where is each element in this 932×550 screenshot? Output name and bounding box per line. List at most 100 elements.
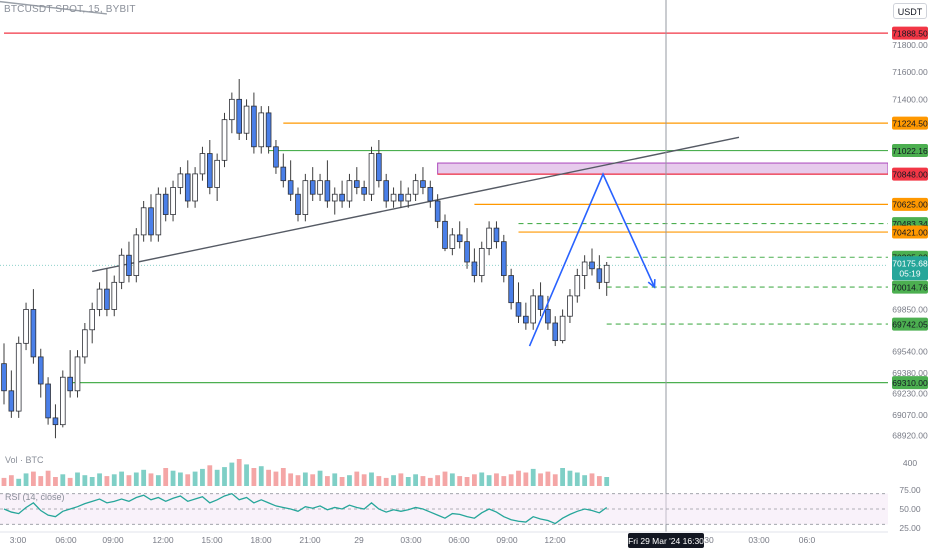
candle-body <box>331 193 338 202</box>
volume-bar <box>449 473 455 486</box>
x-tick-label: 29 <box>354 535 364 545</box>
x-tick-label: 30 <box>704 535 714 545</box>
last-price-countdown: 05:19 <box>899 268 921 278</box>
volume-bar <box>104 476 110 486</box>
symbol-title: BTCUSDT SPOT, 15, BYBIT <box>4 4 136 15</box>
rsi-tick-label: 25.00 <box>899 523 921 533</box>
volume-bar <box>67 477 73 486</box>
candle-body <box>339 193 345 202</box>
supply-zone <box>437 162 889 175</box>
volume-bar <box>266 469 271 486</box>
candle-body <box>530 295 536 324</box>
volume-bar <box>214 469 220 486</box>
candle-body <box>508 275 514 304</box>
volume-bar <box>523 472 529 486</box>
candle-body <box>1 363 7 392</box>
x-tick-label: 03:00 <box>400 535 422 545</box>
x-tick-label: 06:00 <box>55 535 77 545</box>
volume-bar <box>155 475 161 486</box>
volume-bar <box>530 468 536 486</box>
volume-bar <box>582 475 588 486</box>
candle-body <box>420 180 426 188</box>
candle-body <box>184 173 191 202</box>
candle-body <box>361 187 367 195</box>
volume-bar <box>405 477 411 486</box>
volume-indicator-label[interactable]: Vol · BTC <box>5 455 44 465</box>
currency-button[interactable]: USDT <box>893 3 927 19</box>
candle-body <box>317 180 323 195</box>
candle-body <box>155 193 162 236</box>
volume-bar <box>596 476 602 486</box>
volume-bar <box>8 475 14 486</box>
volume-bar <box>82 475 88 486</box>
volume-bar <box>332 473 338 486</box>
volume-bar <box>545 471 551 486</box>
volume-bar <box>273 471 279 486</box>
candle-body <box>199 153 206 175</box>
candle-body <box>67 376 73 392</box>
volume-bar <box>427 477 433 486</box>
rsi-indicator-label[interactable]: RSI (14, close) <box>5 492 65 502</box>
volume-bar <box>567 470 573 486</box>
candle-body <box>464 241 470 263</box>
y-tick-label: 69070.00 <box>892 410 928 420</box>
price-level-tag <box>892 317 928 331</box>
candle-body <box>567 295 573 317</box>
y-tick-label: 68920.00 <box>892 431 928 441</box>
volume-bar <box>31 471 36 486</box>
price-level-label: 70014.76 <box>892 282 928 292</box>
price-level-tag <box>892 280 928 294</box>
volume-bar <box>435 475 441 486</box>
volume-bar <box>207 465 213 486</box>
candle-body <box>192 173 198 202</box>
price-level-label: 70421.00 <box>892 227 928 237</box>
volume-bar <box>604 477 610 486</box>
volume-bar <box>494 473 499 486</box>
volume-bar <box>508 474 514 486</box>
volume-bar <box>457 476 463 486</box>
candle-body <box>23 309 29 344</box>
volume-bar <box>111 474 117 486</box>
volume-bar <box>369 472 374 486</box>
volume-bar <box>1 477 7 486</box>
price-level-tag <box>892 144 928 158</box>
volume-bar <box>192 471 198 486</box>
volume-bar <box>244 464 249 486</box>
candle-body <box>162 193 169 215</box>
candle-body <box>104 288 110 310</box>
candle-body <box>390 193 397 202</box>
projection-arrow-head <box>647 279 656 289</box>
candle-body <box>96 288 103 310</box>
volume-bar <box>280 468 286 486</box>
price-level-label: 71224.50 <box>892 118 928 128</box>
volume-bar <box>258 466 264 486</box>
candle-body <box>214 159 220 188</box>
cursor-time-label: Fri 29 Mar '24 16:30 <box>628 536 704 546</box>
volume-bar <box>288 473 294 486</box>
volume-bar <box>60 474 66 486</box>
candle-body <box>89 309 96 331</box>
candle-body <box>603 264 610 283</box>
candle-body <box>265 112 272 148</box>
candle-body <box>368 153 375 195</box>
rsi-tick-label: 50.00 <box>899 504 921 514</box>
volume-bar <box>200 468 205 486</box>
candle-body <box>376 153 382 182</box>
price-level-label: 71022.16 <box>892 146 928 156</box>
candle-body <box>353 180 360 188</box>
volume-bar <box>310 474 316 486</box>
candle-body <box>37 356 44 385</box>
candle-body <box>552 322 559 342</box>
candle-body <box>559 315 566 342</box>
candle-body <box>52 417 59 426</box>
price-level-label: 70483.34 <box>892 219 928 229</box>
price-level-tag <box>892 167 928 181</box>
x-tick-label: 03:00 <box>748 535 770 545</box>
candle-body <box>449 234 456 249</box>
candle-body <box>302 180 309 215</box>
volume-bar <box>38 476 44 486</box>
volume-bar <box>589 473 595 486</box>
volume-bar <box>222 467 227 486</box>
volume-bar <box>317 470 323 486</box>
